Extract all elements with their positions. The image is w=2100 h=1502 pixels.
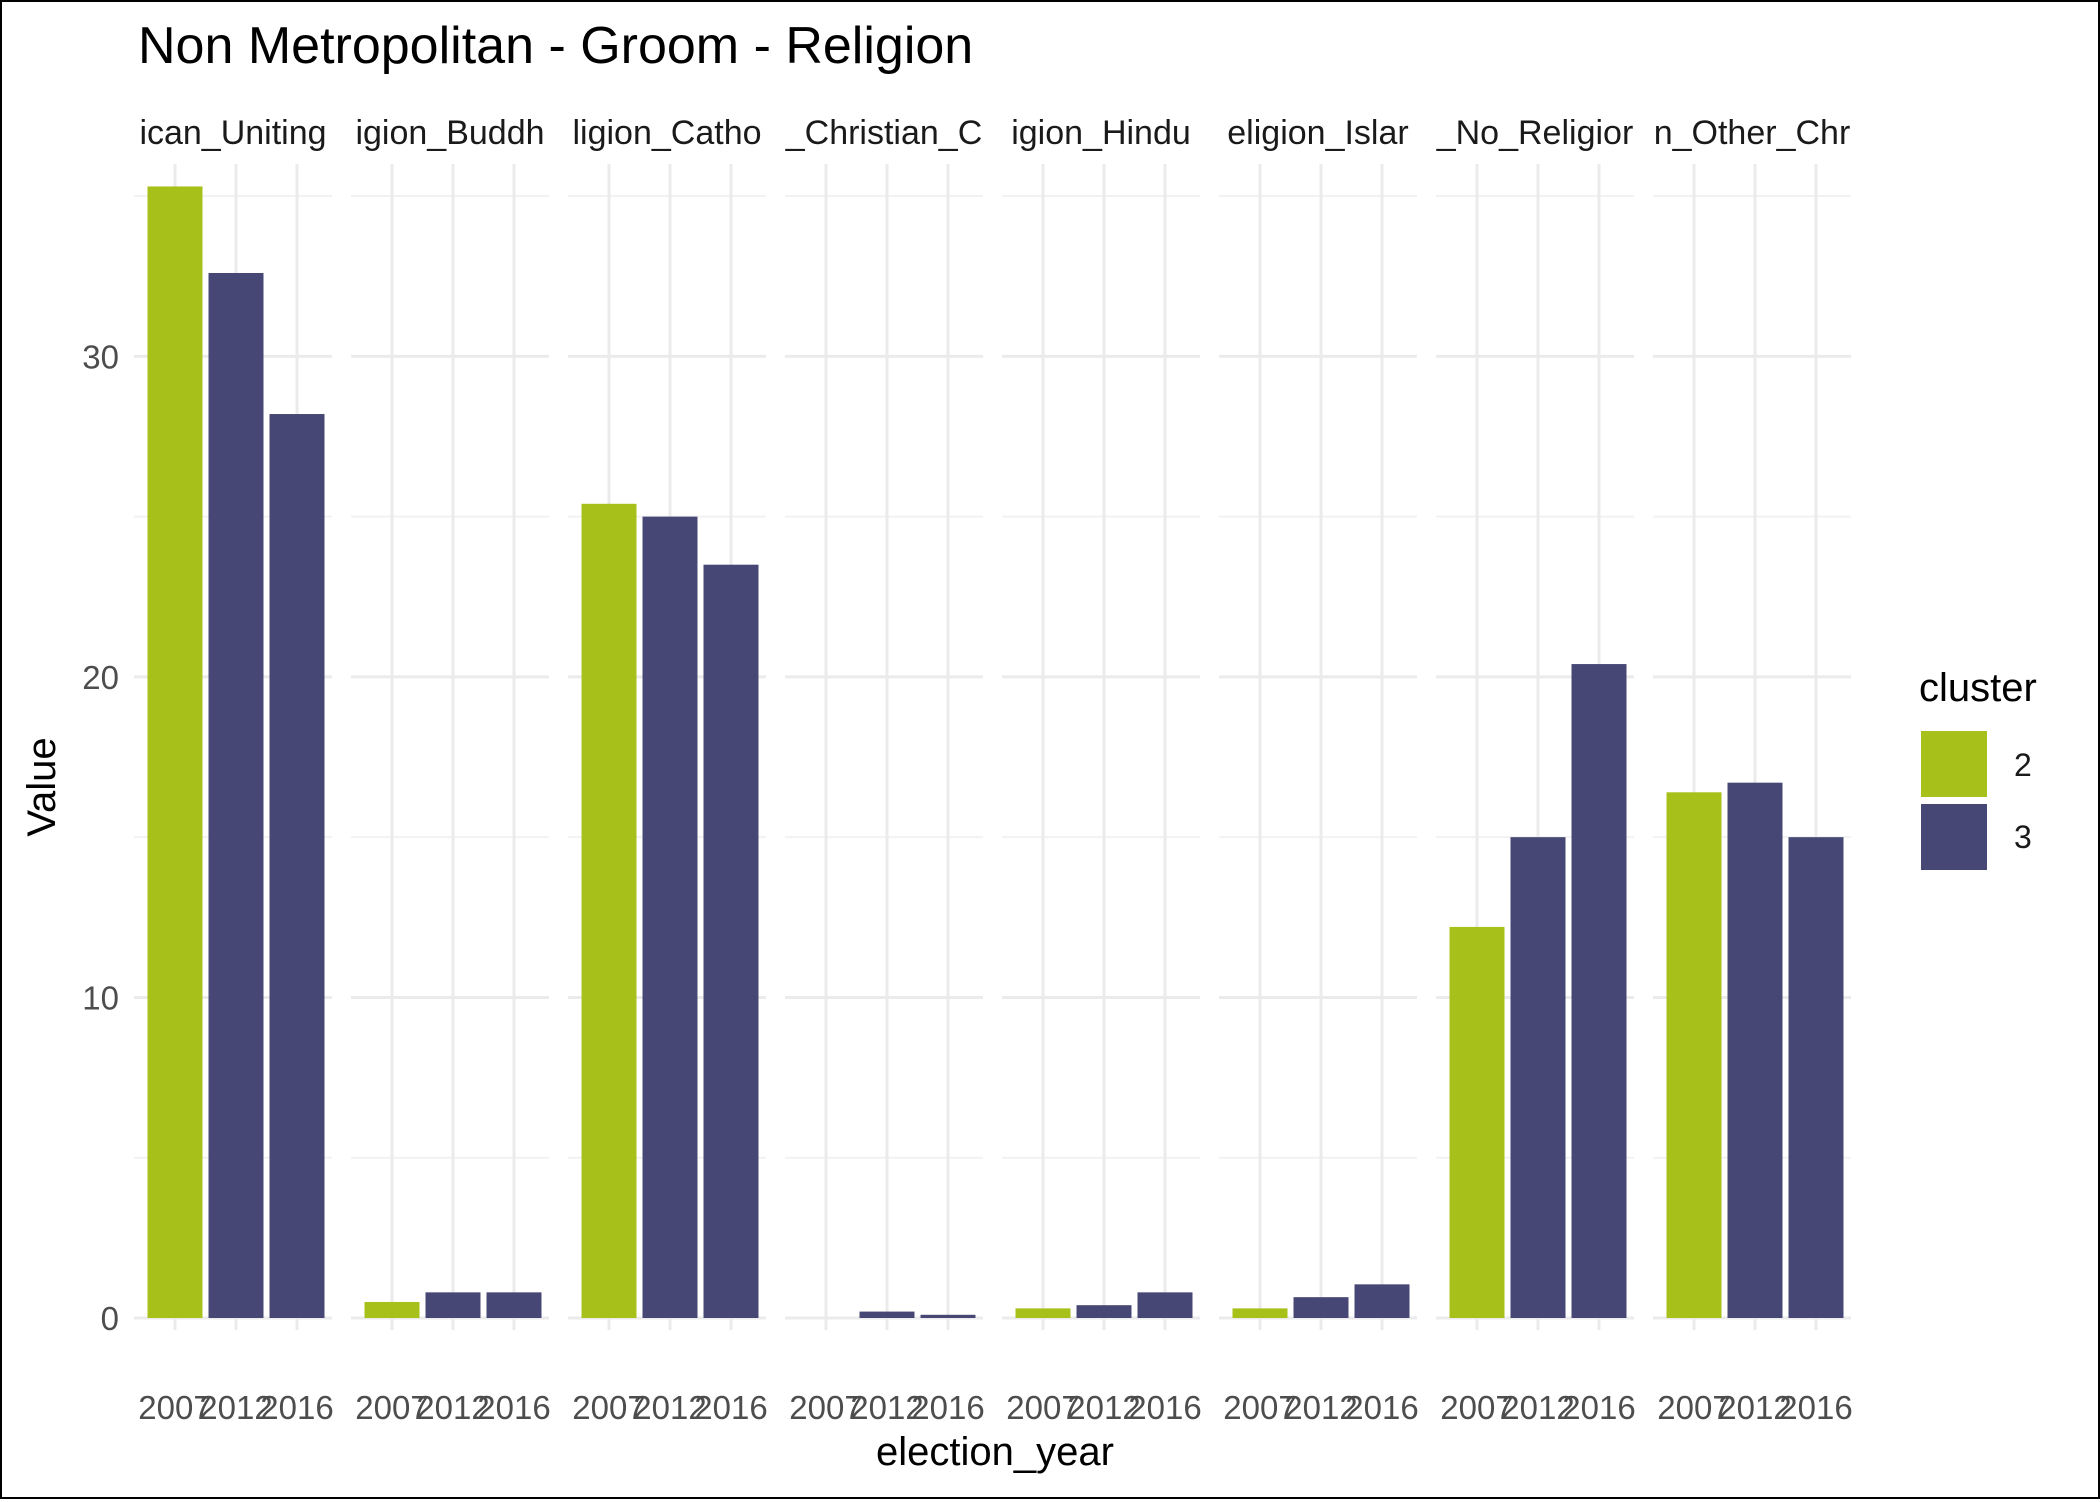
y-tick-label: 30 bbox=[82, 338, 119, 375]
x-tick-label: 2007 bbox=[138, 1389, 211, 1426]
x-tick-label: 2007 bbox=[789, 1389, 862, 1426]
bar-4-2012 bbox=[1076, 1305, 1132, 1318]
x-tick-label: 2016 bbox=[477, 1389, 550, 1426]
bar-3-2012 bbox=[859, 1311, 915, 1318]
facet-strip-label: _Christian_C bbox=[785, 114, 983, 152]
x-tick-label: 2012 bbox=[1718, 1389, 1791, 1426]
legend-title: cluster bbox=[1919, 666, 2037, 710]
bar-0-2016 bbox=[269, 414, 325, 1318]
x-tick-label: 2012 bbox=[1501, 1389, 1574, 1426]
bar-6-2012 bbox=[1510, 837, 1566, 1318]
facet-strip-label: ican_Uniting bbox=[139, 114, 326, 152]
bar-5-2007 bbox=[1232, 1308, 1288, 1318]
facet-strip-label: n_Other_Chr bbox=[1654, 114, 1851, 152]
facet-strip-label: ligion_Catho bbox=[572, 114, 761, 152]
label-layer: 0102030ican_Uniting200720122016igion_Bud… bbox=[82, 114, 1852, 1426]
y-axis-label: Value bbox=[20, 737, 64, 836]
facet-strip-label: _No_Religior bbox=[1436, 114, 1634, 152]
bar-0-2012 bbox=[208, 272, 264, 1318]
x-tick-label: 2016 bbox=[911, 1389, 984, 1426]
bar-7-2016 bbox=[1788, 837, 1844, 1318]
bar-0-2007 bbox=[147, 186, 203, 1319]
legend-swatch-cluster-2 bbox=[1921, 731, 1987, 797]
x-tick-label: 2012 bbox=[416, 1389, 489, 1426]
bar-2-2016 bbox=[703, 564, 759, 1318]
x-tick-label: 2012 bbox=[633, 1389, 706, 1426]
x-tick-label: 2012 bbox=[1067, 1389, 1140, 1426]
chart-title: Non Metropolitan - Groom - Religion bbox=[138, 17, 973, 75]
facet-strip-label: igion_Hindu bbox=[1011, 114, 1191, 152]
x-tick-label: 2012 bbox=[199, 1389, 272, 1426]
bar-3-2016 bbox=[920, 1314, 976, 1318]
legend-swatch-cluster-3 bbox=[1921, 804, 1987, 870]
legend-label-cluster-2: 2 bbox=[2014, 747, 2032, 783]
x-tick-label: 2016 bbox=[1128, 1389, 1201, 1426]
legend: cluster 2 3 bbox=[1919, 666, 2037, 870]
bar-2-2012 bbox=[642, 516, 698, 1318]
bar-2-2007 bbox=[581, 503, 637, 1318]
x-tick-label: 2007 bbox=[1657, 1389, 1730, 1426]
x-tick-label: 2012 bbox=[850, 1389, 923, 1426]
bar-layer bbox=[147, 186, 1844, 1319]
x-tick-label: 2012 bbox=[1284, 1389, 1357, 1426]
y-tick-label: 10 bbox=[82, 979, 119, 1016]
y-tick-label: 20 bbox=[82, 659, 119, 696]
x-tick-label: 2007 bbox=[1440, 1389, 1513, 1426]
facet-strip-label: eligion_Islar bbox=[1227, 114, 1408, 152]
x-tick-label: 2007 bbox=[1006, 1389, 1079, 1426]
x-tick-label: 2007 bbox=[572, 1389, 645, 1426]
bar-7-2007 bbox=[1666, 792, 1722, 1318]
x-tick-label: 2016 bbox=[1562, 1389, 1635, 1426]
x-tick-label: 2016 bbox=[1779, 1389, 1852, 1426]
x-tick-label: 2007 bbox=[355, 1389, 428, 1426]
x-axis-label: election_year bbox=[876, 1430, 1114, 1474]
x-tick-label: 2007 bbox=[1223, 1389, 1296, 1426]
x-tick-label: 2016 bbox=[1345, 1389, 1418, 1426]
bar-6-2016 bbox=[1571, 664, 1627, 1318]
bar-1-2012 bbox=[425, 1292, 481, 1318]
bar-4-2016 bbox=[1137, 1292, 1193, 1318]
bar-4-2007 bbox=[1015, 1308, 1071, 1318]
bar-1-2007 bbox=[364, 1301, 420, 1318]
bar-5-2016 bbox=[1354, 1284, 1410, 1318]
bar-7-2012 bbox=[1727, 782, 1783, 1318]
x-tick-label: 2016 bbox=[694, 1389, 767, 1426]
legend-label-cluster-3: 3 bbox=[2014, 819, 2032, 855]
bar-5-2012 bbox=[1293, 1297, 1349, 1318]
y-tick-label: 0 bbox=[101, 1300, 119, 1337]
x-tick-label: 2016 bbox=[260, 1389, 333, 1426]
facet-strip-label: igion_Buddh bbox=[355, 114, 544, 152]
bar-6-2007 bbox=[1449, 926, 1505, 1318]
bar-1-2016 bbox=[486, 1292, 542, 1318]
